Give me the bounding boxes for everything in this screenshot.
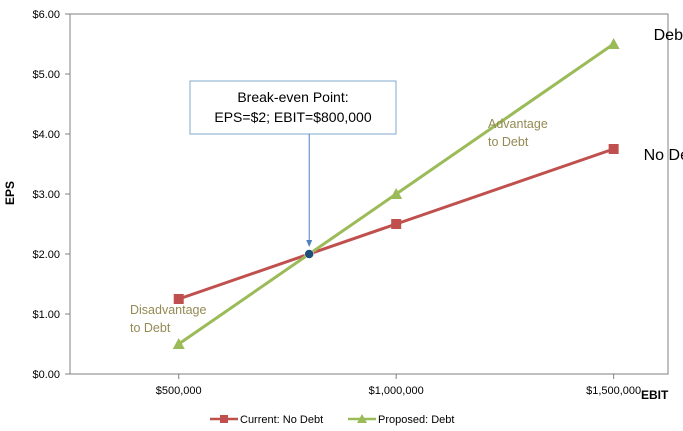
x-tick-labels: $500,000 $1,000,000 $1,500,000 (156, 385, 641, 397)
annotations-group: Advantage to Debt Disadvantage to Debt (130, 117, 548, 335)
callout-line-1: Break-even Point: (237, 89, 348, 105)
y-tick-label: $3.00 (32, 189, 60, 201)
disadvantage-annotation-line-2: to Debt (130, 321, 171, 335)
series-end-label-no-debt: No Debt (644, 147, 683, 164)
x-tick-label: $1,500,000 (586, 385, 641, 397)
advantage-annotation-line-1: Advantage (488, 117, 548, 131)
callout-arrowhead (306, 240, 313, 247)
y-tick-label: $4.00 (32, 129, 60, 141)
break-even-callout: Break-even Point: EPS=$2; EBIT=$800,000 (189, 80, 397, 259)
markers-group (172, 38, 620, 349)
legend-label-no-debt: Current: No Debt (240, 414, 323, 426)
legend-marker-debt (357, 414, 367, 423)
y-tick-label: $1.00 (32, 309, 60, 321)
y-tick-label: $5.00 (32, 69, 60, 81)
legend-marker-no-debt (220, 415, 228, 423)
debt-point (172, 338, 185, 349)
no-debt-point (173, 294, 184, 304)
series-end-label-debt: Debt (654, 27, 683, 44)
callout-box (189, 80, 397, 135)
series-end-labels: No Debt Debt (644, 27, 683, 164)
x-tick-label: $500,000 (156, 385, 202, 397)
y-tick-label: $0.00 (32, 369, 60, 381)
debt-point (607, 38, 620, 49)
axes-group (65, 13, 669, 379)
callout-line-2: EPS=$2; EBIT=$800,000 (214, 109, 371, 125)
x-axis-title: EBIT (641, 388, 669, 402)
legend: Current: No Debt Proposed: Debt (210, 414, 454, 426)
y-tick-label: $2.00 (32, 249, 60, 261)
debt-point (390, 188, 403, 199)
y-tick-label: $6.00 (32, 9, 60, 21)
disadvantage-annotation-line-1: Disadvantage (130, 303, 206, 317)
no-debt-point (391, 219, 402, 229)
break-even-point-marker (304, 249, 314, 259)
y-axis-title: EPS (3, 181, 17, 205)
y-tick-labels: $0.00 $1.00 $2.00 $3.00 $4.00 $5.00 $6.00 (32, 9, 60, 381)
legend-label-debt: Proposed: Debt (378, 414, 454, 426)
x-tick-label: $1,000,000 (369, 385, 424, 397)
advantage-annotation-line-2: to Debt (488, 135, 529, 149)
no-debt-point (608, 144, 619, 154)
